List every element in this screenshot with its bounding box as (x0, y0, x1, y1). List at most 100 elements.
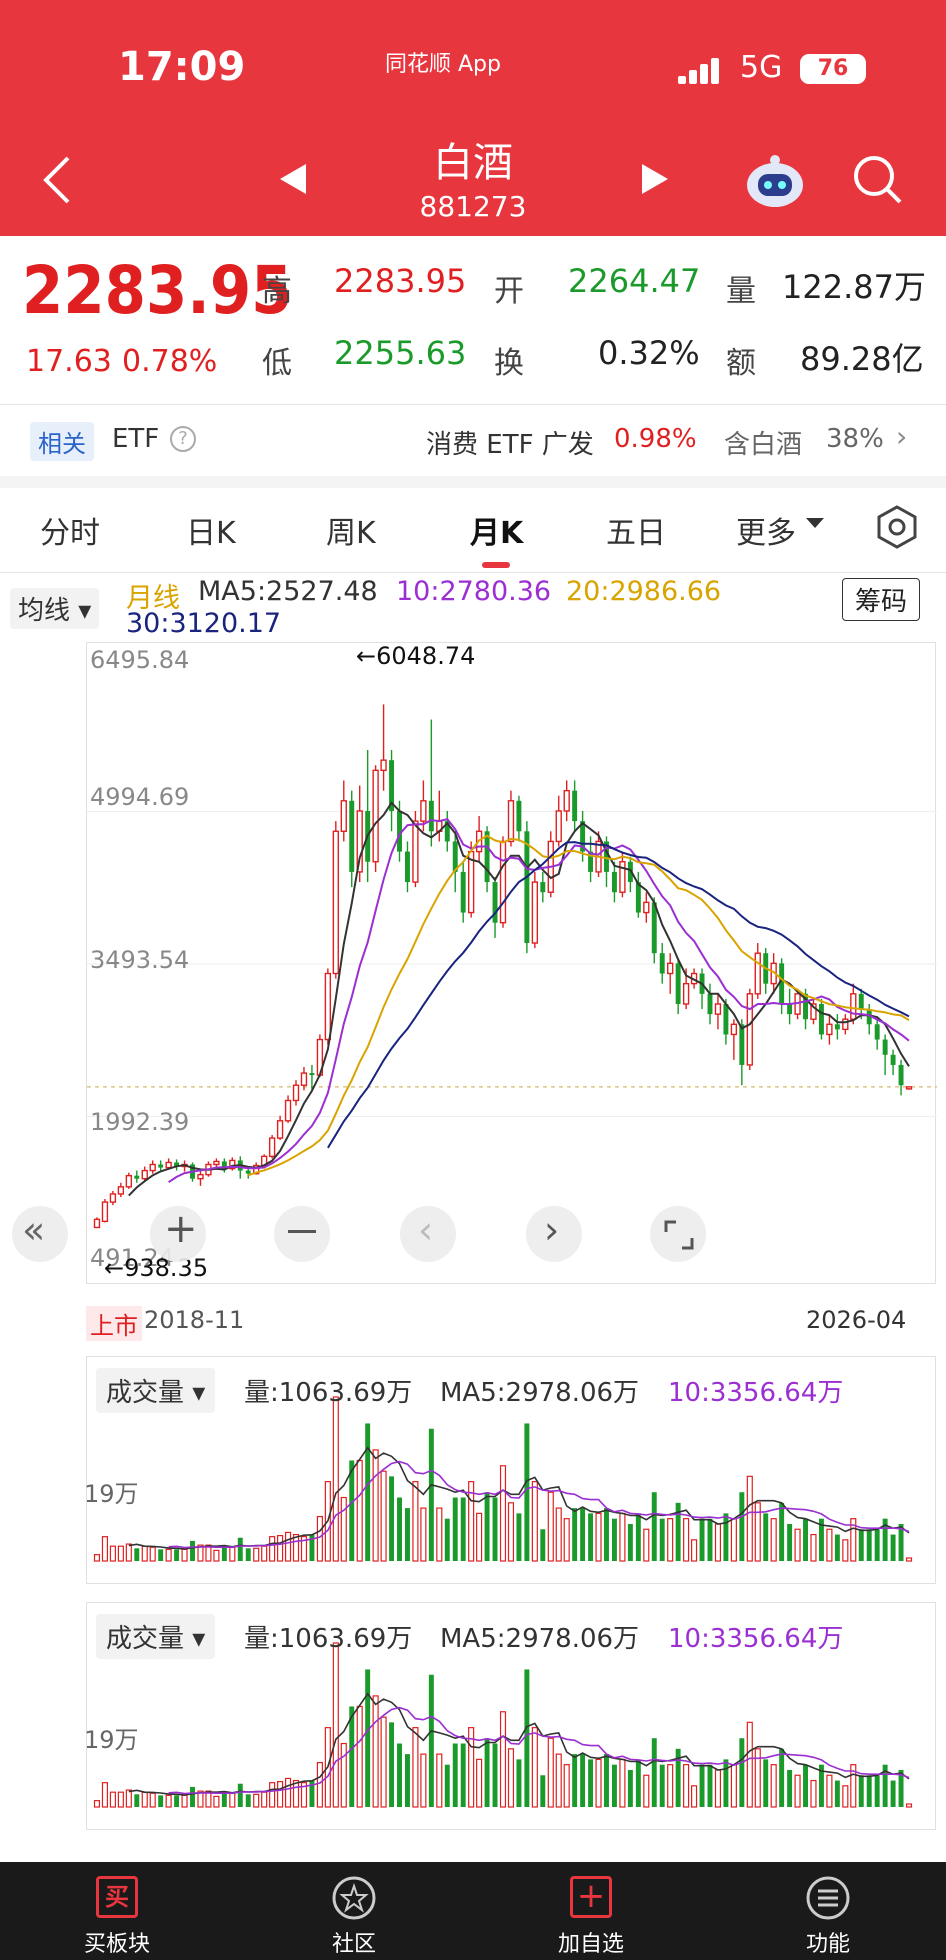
etf-hold-pct: 38% (826, 424, 884, 454)
zoom-out-button[interactable] (274, 1206, 330, 1262)
candle (540, 882, 546, 893)
volume-bar (476, 1758, 483, 1808)
volume-ma5-1: MA5:2978.06万 (440, 1378, 640, 1408)
scroll-left-button[interactable] (400, 1206, 456, 1262)
volume-bar (572, 1508, 578, 1561)
robot-assistant-icon[interactable] (744, 152, 806, 210)
candle (563, 789, 570, 812)
volume-bar (547, 1737, 554, 1808)
volume-bar (340, 1742, 347, 1808)
turnover-value: 0.32% (598, 334, 700, 372)
ma10-line (168, 817, 910, 1184)
volume-bar (858, 1775, 864, 1807)
volume-bar (165, 1794, 172, 1808)
open-label: 开 (494, 274, 524, 309)
volume-panel-2[interactable] (86, 1602, 936, 1830)
candle (555, 810, 562, 843)
next-arrow-icon[interactable] (640, 162, 670, 196)
menu-icon[interactable] (804, 1874, 852, 1922)
ma-selector[interactable]: 均线 ▾ (10, 588, 100, 629)
candle (452, 841, 458, 872)
volume-selector-1[interactable]: 成交量 ▾ (96, 1368, 216, 1413)
volume-bar (141, 1791, 148, 1808)
chevron-right-icon[interactable]: › (896, 420, 908, 453)
prev-arrow-icon[interactable] (278, 162, 308, 196)
candle (572, 790, 578, 822)
volume-bar (261, 1791, 268, 1808)
volume-selector-2[interactable]: 成交量 ▾ (96, 1614, 216, 1659)
candle (125, 1174, 132, 1188)
volume-panel-1[interactable] (86, 1356, 936, 1584)
volume-bar (484, 1738, 490, 1807)
nav-functions[interactable]: 功能 (805, 1932, 850, 1957)
volume-bar (858, 1529, 864, 1561)
tab-daily[interactable]: 日K (186, 516, 236, 551)
volume-bar (794, 1774, 801, 1808)
community-icon[interactable] (330, 1874, 378, 1922)
volume-bar (619, 1512, 626, 1562)
volume-bar (190, 1786, 195, 1807)
volume-bar (332, 1396, 339, 1562)
etf-name[interactable]: 消费 ETF 广发 (426, 430, 594, 460)
volume-bar (651, 1738, 657, 1807)
volume-bar (125, 1543, 132, 1562)
candle (460, 871, 466, 913)
fullscreen-button[interactable] (650, 1206, 706, 1262)
tab-weekly[interactable]: 周K (326, 516, 376, 551)
back-icon[interactable] (38, 152, 78, 208)
volume-bar (810, 1779, 817, 1808)
candle (245, 1170, 251, 1174)
candle (412, 820, 419, 883)
volume-bar (181, 1548, 188, 1562)
tab-more[interactable]: 更多 (736, 516, 796, 551)
add-watchlist-icon[interactable]: + (570, 1876, 612, 1918)
tab-monthly[interactable]: 月K (470, 516, 524, 551)
axis-label-3: 3493.54 (90, 946, 190, 974)
candle (268, 1137, 276, 1158)
volume-bar (365, 1669, 371, 1807)
collapse-left-button[interactable] (12, 1206, 68, 1262)
volume-bar (332, 1642, 339, 1808)
volume-bar (300, 1782, 308, 1808)
volume-ma10-1: 10:3356.64万 (668, 1378, 844, 1408)
volume-bar (221, 1792, 227, 1807)
volume-bar (499, 1711, 507, 1808)
search-icon[interactable] (852, 154, 904, 206)
volume-bar (683, 1764, 690, 1808)
volume-bar (842, 1539, 849, 1562)
zoom-in-button[interactable] (150, 1206, 206, 1262)
tab-intraday[interactable]: 分时 (40, 516, 100, 551)
high-label: 高 (262, 274, 292, 309)
volume-bar (882, 1518, 888, 1561)
volume-bar (754, 1502, 761, 1562)
candle (818, 1003, 824, 1035)
volume-bar (468, 1481, 475, 1562)
status-time: 17:09 (118, 44, 246, 90)
candle (842, 1018, 849, 1031)
settings-icon[interactable] (874, 504, 920, 550)
volume-bar (484, 1492, 490, 1561)
axis-label-2: 4994.69 (90, 783, 190, 811)
volume-bar (261, 1545, 268, 1562)
volume-bar (269, 1782, 276, 1808)
volume-bar (866, 1529, 872, 1561)
candle (229, 1159, 236, 1170)
chip-button[interactable]: 筹码 (842, 578, 921, 621)
volume-bar (730, 1518, 737, 1562)
volume-bar (787, 1769, 793, 1807)
candle (707, 993, 713, 1015)
help-icon[interactable]: ? (170, 426, 196, 452)
tab-five-day[interactable]: 五日 (606, 516, 666, 551)
minus-icon (288, 1230, 316, 1233)
volume-bar (531, 1727, 538, 1808)
scroll-right-button[interactable] (526, 1206, 582, 1262)
candle (619, 861, 626, 893)
axis-label-4: 1992.39 (90, 1108, 190, 1136)
buy-sector-icon[interactable]: 买 (96, 1876, 138, 1918)
kline-chart[interactable] (86, 642, 937, 1284)
nav-buy-sector[interactable]: 买板块 (83, 1932, 150, 1957)
volume-bar (604, 1508, 609, 1561)
nav-add-watchlist[interactable]: 加自选 (557, 1932, 624, 1957)
candle (754, 952, 761, 995)
nav-community[interactable]: 社区 (331, 1932, 376, 1957)
